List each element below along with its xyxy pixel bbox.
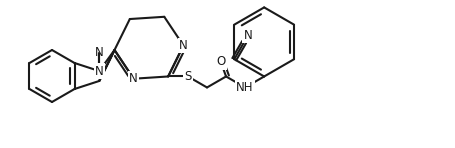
Text: O: O (216, 56, 225, 69)
Text: S: S (184, 70, 192, 83)
Text: N: N (179, 39, 188, 52)
Text: NH: NH (236, 81, 254, 94)
Text: N: N (243, 29, 253, 42)
Text: N: N (95, 65, 104, 78)
Text: N: N (95, 46, 104, 59)
Text: N: N (129, 72, 138, 85)
